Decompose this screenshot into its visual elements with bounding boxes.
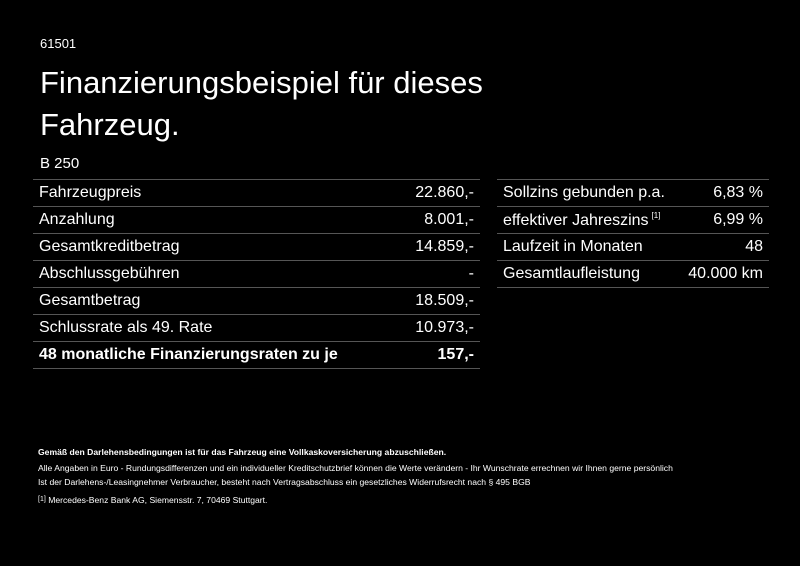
row-value: 40.000 km — [688, 265, 763, 282]
label-text: Abschlussgebühren — [39, 265, 180, 282]
label-text: Anzahlung — [39, 211, 115, 228]
label-text: Laufzeit in Monaten — [503, 238, 643, 255]
note-marker: [1] — [651, 211, 661, 220]
table-row: Schlussrate als 49. Rate 10.973,- — [33, 315, 480, 342]
row-label: effektiver Jahreszins [1] — [503, 211, 660, 230]
label-text: Sollzins gebunden p.a. — [503, 184, 665, 201]
footnote-marker: [1] — [38, 496, 46, 503]
label-text: Gesamtkreditbetrag — [39, 238, 180, 255]
row-value: 6,83 % — [713, 184, 763, 201]
label-text: Fahrzeugpreis — [39, 184, 142, 201]
disclaimer-line: Ist der Darlehens-/Leasingnehmer Verbrau… — [38, 477, 531, 487]
table-row: Fahrzeugpreis 22.860,- — [33, 180, 480, 207]
vehicle-id: 61501 — [40, 36, 77, 51]
table-row: effektiver Jahreszins [1] 6,99 % — [497, 207, 769, 234]
row-value: 48 — [745, 238, 763, 255]
table-row: Gesamtlaufleistung 40.000 km — [497, 261, 769, 288]
row-value: 22.860,- — [415, 184, 474, 201]
disclaimer-line: Alle Angaben in Euro - Rundungsdifferenz… — [38, 463, 673, 473]
row-label: Fahrzeugpreis — [39, 184, 141, 202]
label-text: Gesamtbetrag — [39, 292, 141, 309]
row-value: 6,99 % — [713, 211, 763, 228]
label-text: effektiver Jahreszins — [503, 212, 649, 229]
table-row: Gesamtbetrag 18.509,- — [33, 288, 480, 315]
terms-table: Sollzins gebunden p.a. 6,83 % effektiver J… — [497, 179, 769, 288]
row-label: Gesamtkreditbetrag — [39, 238, 180, 256]
label-text: 48 monatliche Finanzierungsraten zu je — [39, 346, 338, 363]
row-label: Abschlussgebühren — [39, 265, 180, 283]
table-row: Gesamtkreditbetrag 14.859,- — [33, 234, 480, 261]
row-label: Sollzins gebunden p.a. — [503, 184, 665, 202]
row-value: 157,- — [437, 346, 474, 363]
row-label: Schlussrate als 49. Rate — [39, 319, 212, 337]
row-label: Anzahlung — [39, 211, 115, 229]
model: B 250 — [40, 155, 80, 172]
row-label: Laufzeit in Monaten — [503, 238, 643, 256]
financing-table: Fahrzeugpreis 22.860,- Anzahlung 8.001,- Ges… — [33, 179, 480, 369]
footnote: [1] Mercedes-Benz Bank AG, Siemensstr. 7… — [38, 495, 267, 505]
row-value: - — [468, 265, 474, 282]
table-row: Anzahlung 8.001,- — [33, 207, 480, 234]
row-value: 18.509,- — [415, 292, 474, 309]
footnote-text: Mercedes-Benz Bank AG, Siemensstr. 7, 70… — [48, 495, 268, 505]
label-text: Schlussrate als 49. Rate — [39, 319, 213, 336]
table-row: Abschlussgebühren - — [33, 261, 480, 288]
title: Finanzierungsbeispiel für dieses Fahrzeu… — [40, 65, 483, 142]
label-text: Gesamtlaufleistung — [503, 265, 640, 282]
row-label: Gesamtlaufleistung — [503, 265, 640, 283]
insurance-note: Gemäß den Darlehensbedingungen ist für d… — [38, 447, 447, 457]
table-row: Sollzins gebunden p.a. 6,83 % — [497, 180, 769, 207]
row-value: 8.001,- — [424, 211, 474, 228]
row-value: 10.973,- — [415, 319, 474, 336]
row-value: 14.859,- — [415, 238, 474, 255]
row-label: Gesamtbetrag — [39, 292, 140, 310]
table-row: Laufzeit in Monaten 48 — [497, 234, 769, 261]
table-row: 48 monatliche Finanzierungsraten zu je 15… — [33, 342, 480, 369]
row-label: 48 monatliche Finanzierungsraten zu je — [39, 346, 338, 364]
